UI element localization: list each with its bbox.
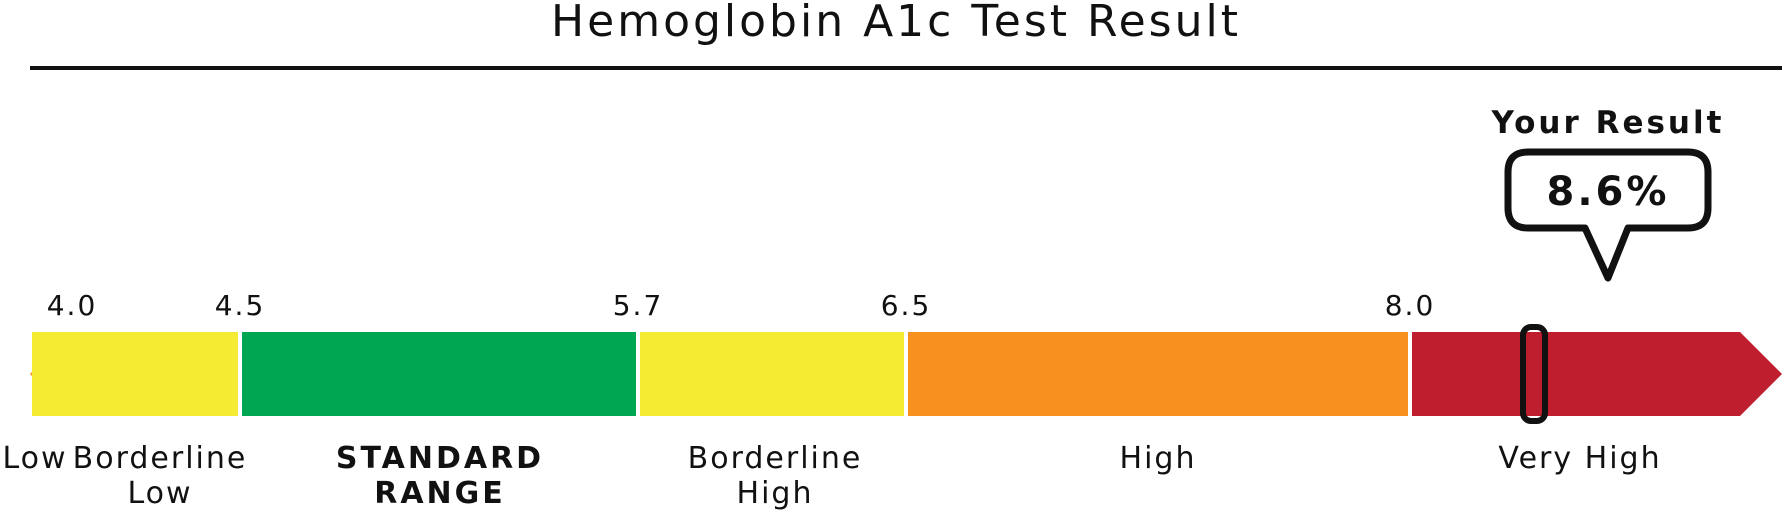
segment-very-high: [1412, 332, 1782, 416]
category-label-high: High: [1120, 441, 1197, 476]
category-label-very-high: Very High: [1498, 441, 1661, 476]
result-callout: [1504, 148, 1712, 282]
tick-label-4-0: 4.0: [47, 289, 98, 322]
result-value: 8.6%: [1547, 169, 1670, 215]
category-label-borderline-low: Borderline Low: [73, 441, 248, 511]
category-label-standard-range: STANDARD RANGE: [336, 441, 544, 511]
chart-title: Hemoglobin A1c Test Result: [551, 0, 1241, 47]
segment-standard-range: [242, 332, 636, 416]
result-label: Your Result: [1491, 105, 1725, 141]
segment-borderline-high: [640, 332, 904, 416]
title-divider: [30, 66, 1782, 70]
tick-label-5-7: 5.7: [613, 289, 664, 322]
tick-label-8-0: 8.0: [1385, 289, 1436, 322]
segment-borderline-low: [32, 332, 238, 416]
tick-label-6-5: 6.5: [881, 289, 932, 322]
category-label-low: Low: [2, 441, 67, 476]
tick-label-4-5: 4.5: [215, 289, 266, 322]
result-marker: [1520, 324, 1548, 424]
category-label-borderline-high: Borderline High: [688, 441, 863, 511]
segment-high: [908, 332, 1408, 416]
